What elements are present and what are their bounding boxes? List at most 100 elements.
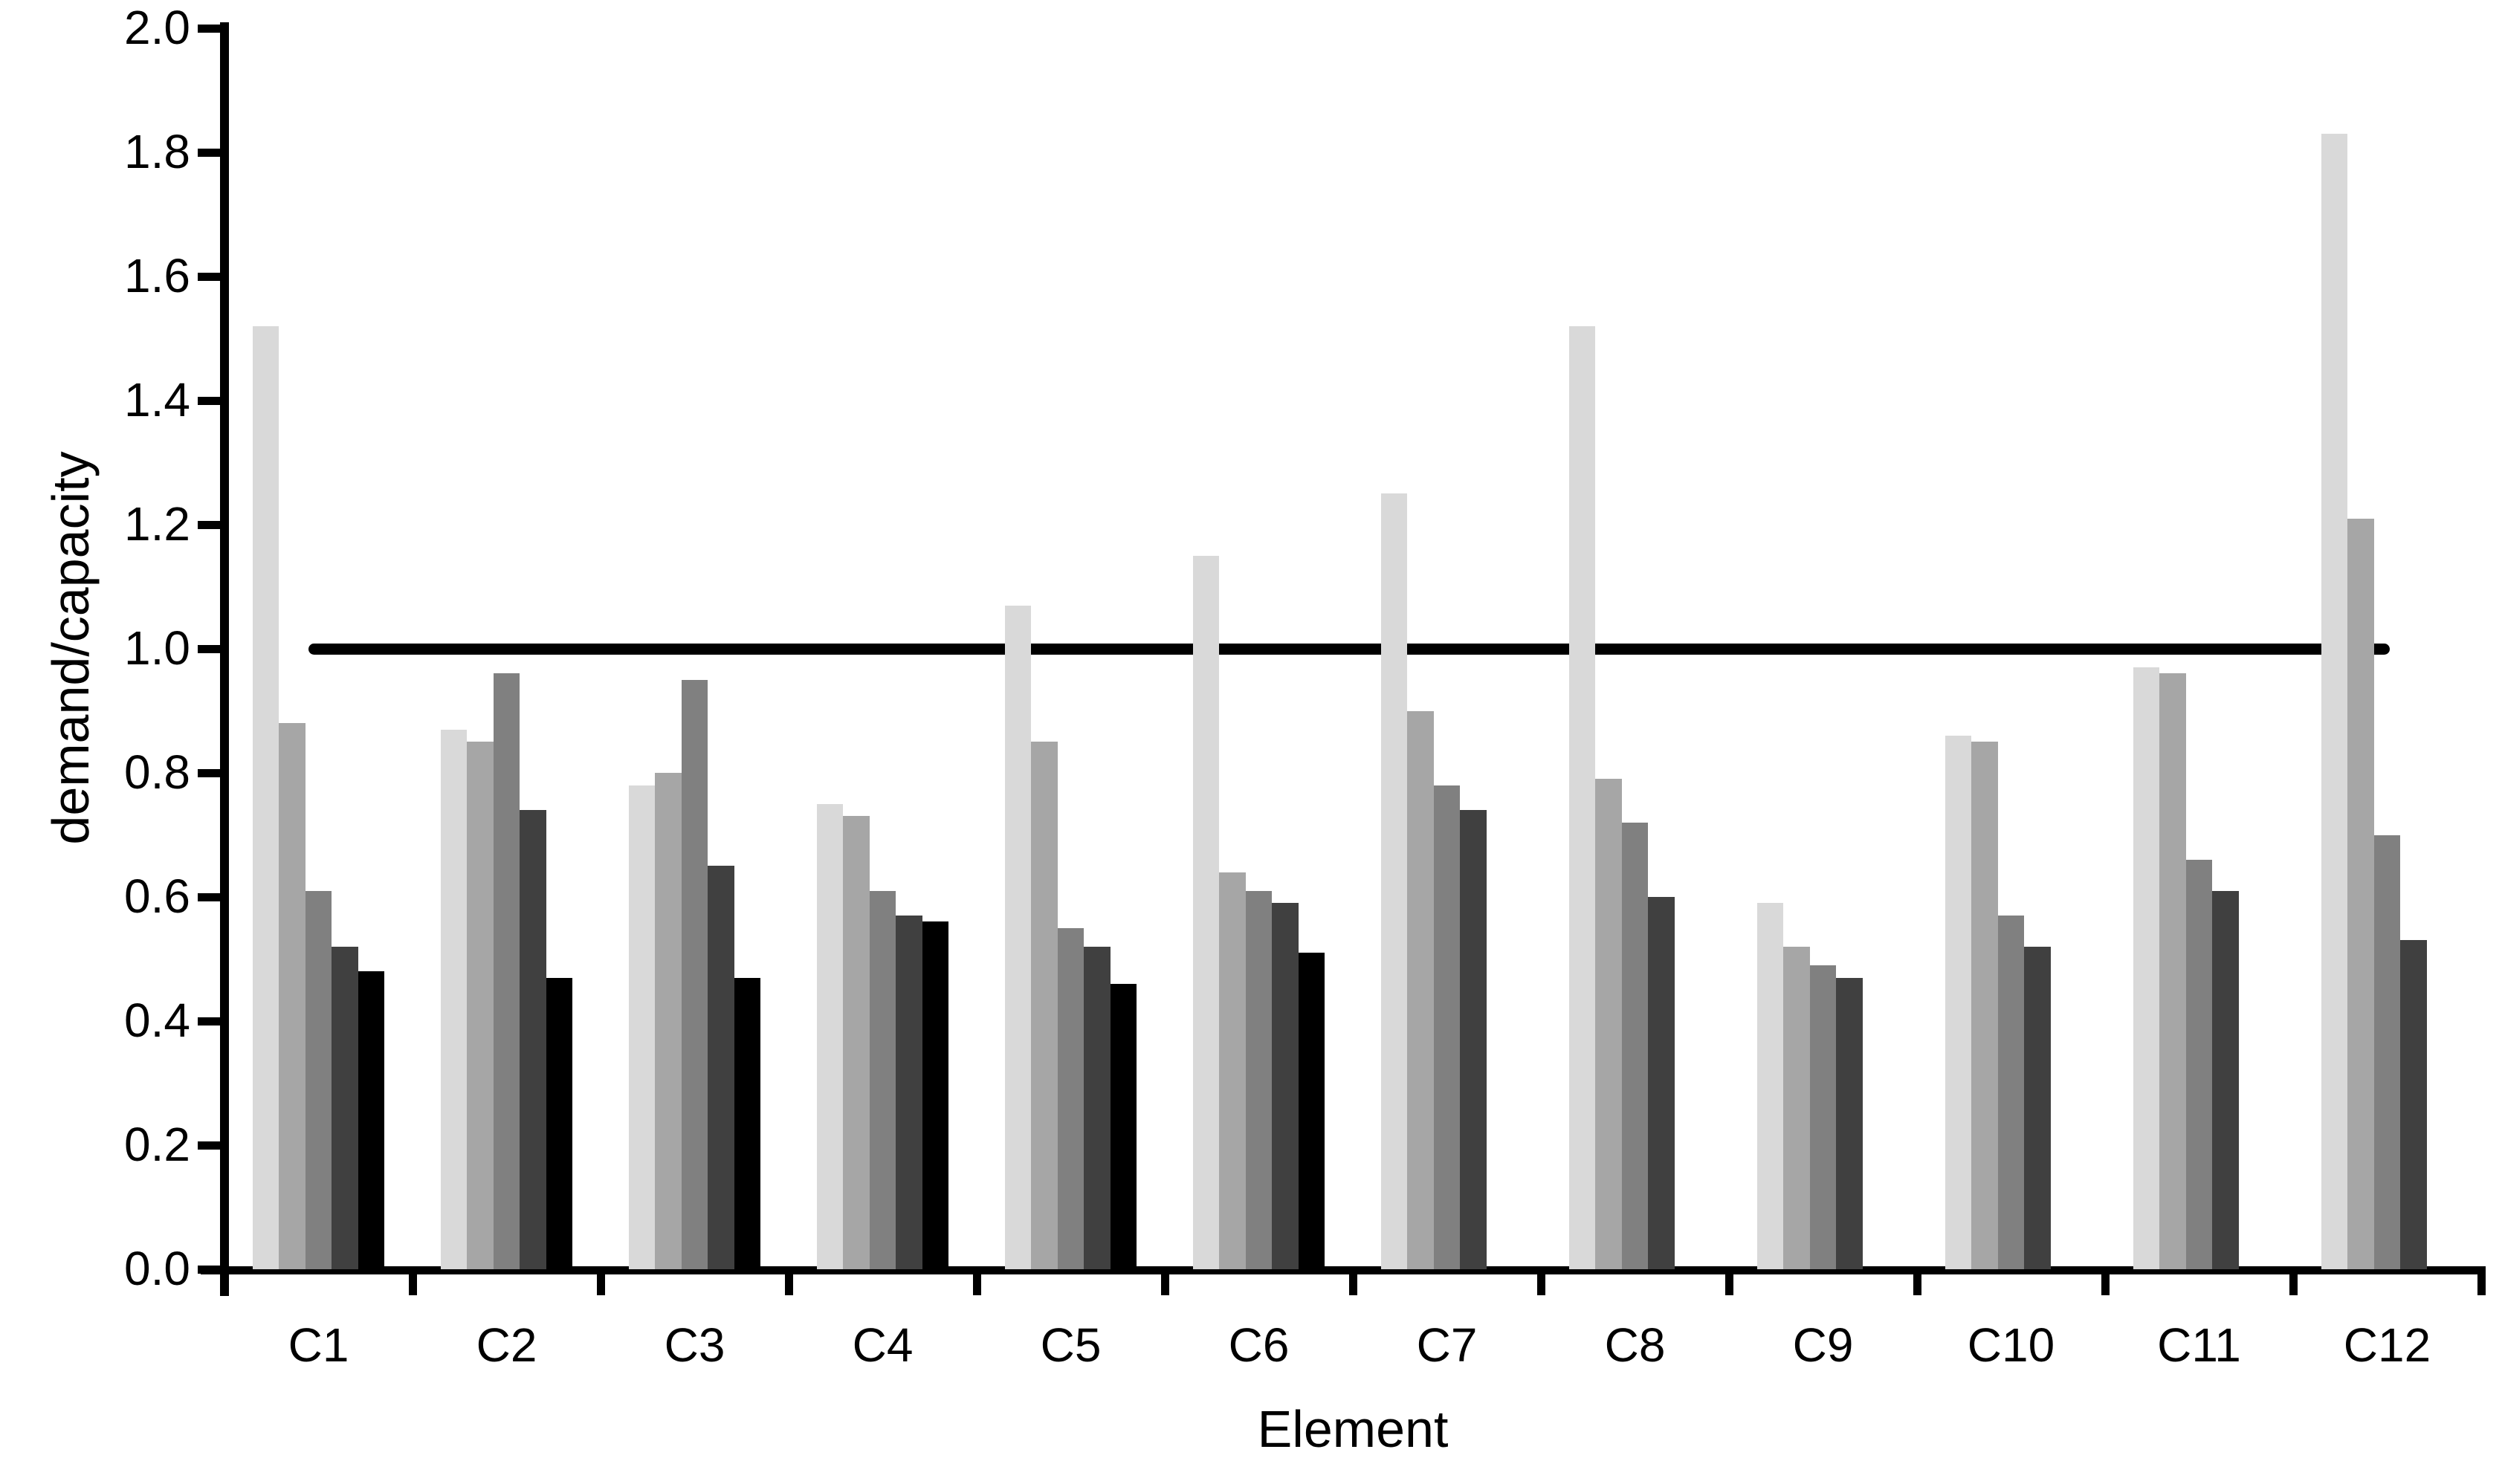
bar-C4-s3: [869, 890, 896, 1269]
bar-C5-s1: [1004, 605, 1032, 1269]
x-axis-tick: [2477, 1272, 2486, 1295]
bar-C10-s3: [1997, 916, 2025, 1269]
x-axis-tick: [1724, 1272, 1733, 1295]
x-tick-label-C5: C5: [1040, 1318, 1102, 1372]
x-tick-label-C1: C1: [288, 1318, 349, 1372]
x-axis-tick: [1160, 1272, 1169, 1295]
x-tick-label-C11: C11: [2157, 1318, 2241, 1372]
bar-C2-s1: [440, 729, 468, 1269]
bar-C11-s4: [2212, 890, 2239, 1269]
x-tick-label-C2: C2: [476, 1318, 537, 1372]
bar-C1-s1: [252, 325, 279, 1269]
bar-C1-s3: [305, 890, 332, 1269]
bar-C9-s2: [1783, 946, 1810, 1269]
y-axis-tick: [198, 1141, 220, 1150]
bar-C7-s3: [1433, 785, 1461, 1269]
bar-C4-s1: [816, 803, 844, 1269]
bar-C5-s3: [1057, 927, 1084, 1269]
bar-C11-s1: [2133, 667, 2160, 1269]
y-axis-tick: [198, 272, 220, 281]
bar-C10-s1: [1945, 735, 1972, 1269]
y-tick-label: 0.2: [124, 1118, 190, 1171]
bar-C5-s5: [1110, 983, 1137, 1269]
y-axis-tick: [198, 892, 220, 901]
x-axis-spine: [201, 1266, 2486, 1274]
y-tick-label: 2.0: [124, 1, 190, 54]
bar-C2-s2: [467, 742, 494, 1269]
bar-C4-s4: [896, 916, 922, 1269]
bar-C12-s2: [2347, 518, 2374, 1269]
y-axis-tick: [198, 520, 220, 529]
bar-C9-s3: [1809, 965, 1837, 1269]
x-tick-label-C3: C3: [664, 1318, 725, 1372]
y-tick-label: 0.0: [124, 1242, 190, 1295]
y-axis-spine: [220, 22, 229, 1296]
bar-C11-s3: [2185, 859, 2213, 1269]
y-axis-tick: [198, 644, 220, 653]
x-tick-label-C9: C9: [1792, 1318, 1854, 1372]
x-tick-label-C10: C10: [1967, 1318, 2055, 1372]
bar-C8-s4: [1648, 897, 1675, 1269]
y-axis-tick: [198, 1017, 220, 1025]
y-tick-label: 0.4: [124, 994, 190, 1047]
bar-C6-s3: [1245, 890, 1273, 1269]
y-tick-label: 1.0: [124, 621, 190, 675]
bar-C6-s2: [1219, 872, 1246, 1269]
y-tick-label: 1.4: [124, 373, 190, 427]
bar-C2-s4: [520, 810, 546, 1269]
bar-C9-s4: [1836, 977, 1863, 1269]
bar-C7-s1: [1380, 493, 1408, 1269]
bar-C5-s4: [1084, 946, 1111, 1269]
y-axis-tick: [198, 396, 220, 405]
x-axis-tick: [1348, 1272, 1357, 1295]
bar-C4-s2: [843, 816, 870, 1269]
x-axis-tick: [220, 1272, 229, 1295]
bar-C5-s2: [1031, 742, 1058, 1269]
x-tick-label-C6: C6: [1228, 1318, 1290, 1372]
x-axis-tick: [784, 1272, 793, 1295]
x-axis-title: Element: [1257, 1400, 1449, 1458]
bar-C9-s1: [1756, 903, 1784, 1269]
x-axis-tick: [1536, 1272, 1545, 1295]
bar-C11-s2: [2159, 673, 2186, 1269]
y-tick-label: 0.6: [124, 869, 190, 923]
x-tick-label-C4: C4: [852, 1318, 914, 1372]
bar-C1-s2: [279, 723, 306, 1269]
bar-C3-s2: [655, 773, 682, 1269]
bar-C12-s1: [2321, 133, 2348, 1269]
x-axis-tick: [1913, 1272, 1921, 1295]
x-axis-tick: [596, 1272, 605, 1295]
x-axis-tick: [2101, 1272, 2110, 1295]
bar-C8-s1: [1568, 325, 1596, 1269]
bar-C7-s2: [1407, 710, 1434, 1269]
bar-C10-s2: [1971, 742, 1998, 1269]
bar-C7-s4: [1460, 810, 1487, 1269]
bar-C3-s3: [681, 679, 708, 1269]
x-tick-label-C7: C7: [1416, 1318, 1478, 1372]
y-tick-label: 1.6: [124, 249, 190, 302]
bar-C10-s4: [2024, 946, 2051, 1269]
bar-C12-s3: [2373, 835, 2401, 1269]
bar-C2-s5: [546, 977, 573, 1269]
bar-C3-s5: [734, 977, 761, 1269]
y-tick-label: 1.2: [124, 497, 190, 551]
bar-C3-s1: [628, 785, 656, 1269]
x-tick-label-C8: C8: [1604, 1318, 1666, 1372]
bar-C3-s4: [708, 866, 734, 1269]
bar-C2-s3: [493, 673, 520, 1269]
y-tick-label: 1.8: [124, 125, 190, 178]
y-axis-tick: [198, 768, 220, 777]
bar-C1-s5: [358, 971, 385, 1269]
bar-C12-s4: [2400, 940, 2427, 1269]
x-tick-label-C12: C12: [2343, 1318, 2431, 1372]
x-axis-tick: [408, 1272, 417, 1295]
y-axis-tick: [198, 148, 220, 157]
bar-C8-s2: [1595, 779, 1622, 1269]
x-axis-tick: [2289, 1272, 2298, 1295]
bar-C6-s1: [1192, 555, 1220, 1269]
bar-C8-s3: [1621, 822, 1649, 1269]
y-tick-label: 0.8: [124, 745, 190, 799]
x-axis-tick: [972, 1272, 981, 1295]
bar-C6-s4: [1272, 903, 1299, 1269]
